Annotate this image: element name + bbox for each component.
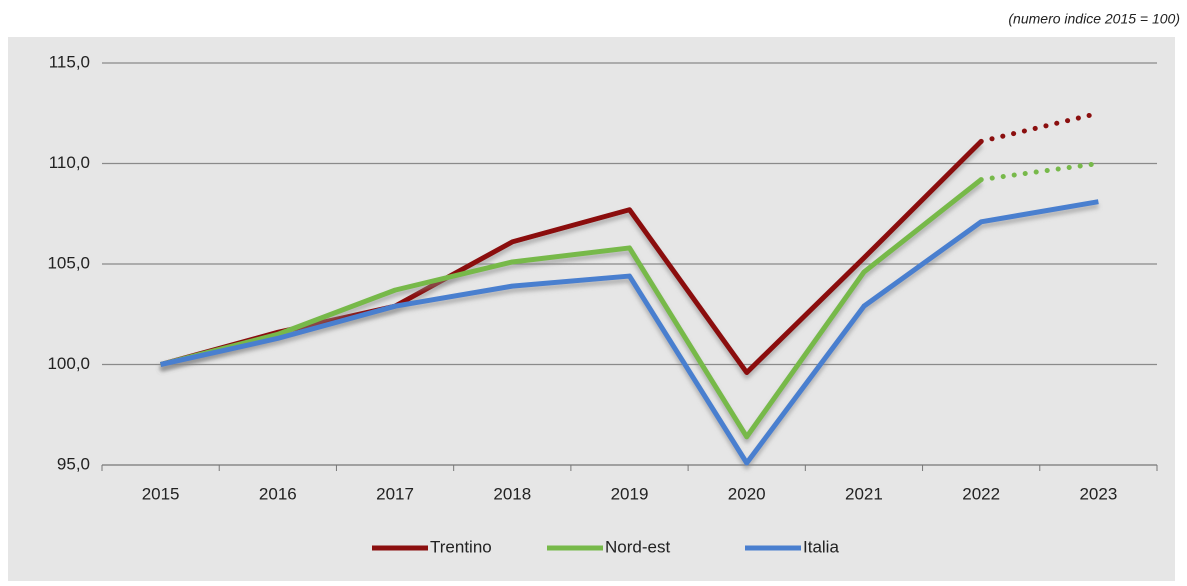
x-tick-label: 2019 — [611, 484, 649, 503]
line-series-dotted — [978, 110, 1101, 144]
y-tick-label: 110,0 — [49, 153, 90, 172]
y-tick-label: 95,0 — [57, 454, 90, 473]
y-tick-label: 100,0 — [47, 354, 90, 373]
legend-label: Nord-est — [605, 537, 670, 556]
x-tick-label: 2022 — [962, 484, 1000, 503]
line-series — [160, 199, 1099, 466]
y-tick-label: 105,0 — [47, 253, 90, 272]
line-series-dotted — [978, 161, 1101, 183]
x-tick-label: 2017 — [376, 484, 414, 503]
y-tick-label: 115,0 — [49, 52, 90, 71]
x-tick-label: 2015 — [142, 484, 180, 503]
x-tick-label: 2020 — [728, 484, 766, 503]
x-tick-label: 2023 — [1079, 484, 1117, 503]
subtitle: (numero indice 2015 = 100) — [1008, 11, 1180, 27]
x-tick-label: 2016 — [259, 484, 297, 503]
plot-background — [8, 37, 1175, 581]
legend-label: Italia — [803, 537, 839, 556]
x-tick-label: 2018 — [493, 484, 531, 503]
line-series — [159, 177, 983, 440]
x-tick-label: 2021 — [845, 484, 883, 503]
legend-label: Trentino — [430, 537, 492, 556]
